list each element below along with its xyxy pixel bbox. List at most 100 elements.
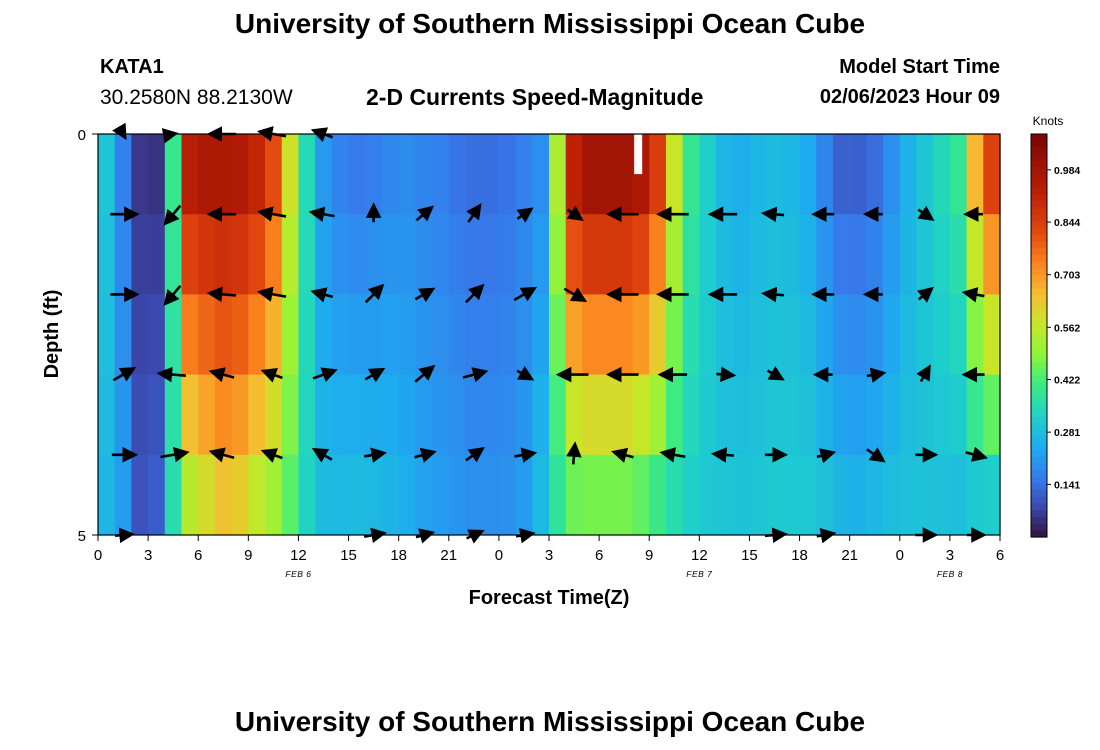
colorbar-tick-label: 0.703 — [1054, 270, 1080, 282]
current-vector-arrow — [515, 527, 536, 544]
heatmap-cell — [465, 374, 483, 456]
heatmap-cell — [749, 294, 767, 375]
heatmap-cell — [248, 294, 266, 375]
heatmap-cell — [348, 294, 366, 375]
heatmap-cell — [649, 374, 667, 456]
heatmap-cell — [432, 454, 450, 536]
current-vector-arrow — [965, 446, 988, 462]
heatmap-cell — [482, 294, 500, 375]
colorbar-segment — [1031, 503, 1047, 511]
heatmap-cell — [832, 454, 851, 536]
colorbar-segment — [1031, 167, 1047, 175]
main-title: University of Southern Mississippi Ocean… — [234, 8, 866, 39]
heatmap-cell — [114, 214, 133, 295]
heatmap-cell — [565, 374, 584, 456]
heatmap-cell — [582, 134, 600, 215]
y-axis-label: Depth (ft) — [41, 290, 63, 379]
heatmap-cell — [949, 134, 968, 215]
heatmap-cell — [849, 214, 867, 295]
heatmap-cell — [933, 454, 951, 536]
heatmap-cell — [331, 214, 350, 295]
heatmap-cell — [415, 214, 433, 295]
heatmap-cell — [432, 294, 450, 375]
current-vector-arrow — [563, 287, 588, 302]
current-vector-arrow — [816, 527, 837, 544]
heatmap-cell — [549, 294, 567, 375]
heatmap-cell — [398, 214, 416, 295]
heatmap-cell — [482, 454, 500, 536]
heatmap-cell — [665, 374, 684, 456]
heatmap-cell — [749, 214, 767, 295]
current-vector-arrow — [766, 365, 785, 381]
colorbar-segment — [1031, 181, 1047, 189]
heatmap-cell — [198, 454, 216, 536]
heatmap-cell — [448, 294, 467, 375]
heatmap-cell — [766, 454, 784, 536]
heatmap-cell — [832, 374, 851, 456]
heatmap-cell — [782, 454, 801, 536]
colorbar-segment — [1031, 510, 1047, 518]
heatmap-cell — [532, 374, 550, 456]
heatmap-cell — [749, 374, 767, 456]
heatmap-cell — [916, 294, 934, 375]
heatmap-cell — [281, 454, 300, 536]
colorbar-segment — [1031, 207, 1047, 216]
heatmap-cell — [265, 214, 283, 295]
current-vector-arrow — [516, 365, 535, 381]
heatmap-cell — [164, 294, 183, 375]
heatmap-cell — [816, 294, 834, 375]
heatmap-cell — [782, 214, 801, 295]
colorbar-segment — [1031, 315, 1047, 323]
y-tick-label: 0 — [78, 127, 86, 144]
heatmap-cell — [933, 214, 951, 295]
colorbar-unit-label: Knots — [1033, 114, 1064, 128]
current-vector-arrow — [566, 441, 582, 465]
current-vector-arrow — [364, 283, 385, 304]
heatmap-cell — [164, 454, 183, 536]
heatmap-cell — [331, 294, 350, 375]
colorbar-segment — [1031, 261, 1047, 269]
heatmap-cell — [465, 294, 483, 375]
heatmap-cell — [265, 134, 283, 215]
heatmap-cell — [916, 454, 934, 536]
heatmap-cell — [148, 454, 166, 536]
colorbar-segment — [1031, 449, 1047, 457]
current-vector-arrow — [112, 122, 127, 141]
heatmap-cell — [849, 294, 867, 375]
heatmap-cell — [515, 134, 533, 215]
heatmap-cell — [582, 214, 600, 295]
current-vector-arrow — [961, 287, 985, 303]
heatmap-cell — [248, 134, 266, 215]
heatmap-cell — [415, 134, 433, 215]
heatmap-cell — [248, 454, 266, 536]
heatmap-cell — [365, 134, 383, 215]
heatmap-cell — [315, 374, 333, 456]
heatmap-cell — [315, 294, 333, 375]
colorbar-segment — [1031, 221, 1047, 229]
heatmap-cell — [365, 374, 383, 456]
heatmap-cell — [866, 294, 884, 375]
heatmap-cell — [632, 374, 650, 456]
colorbar-segment — [1031, 147, 1047, 155]
heatmap-cell — [365, 454, 383, 536]
heatmap-cell — [281, 214, 300, 295]
colorbar-frame — [1030, 133, 1048, 538]
heatmap-cell — [599, 214, 617, 295]
colorbar-segment — [1031, 174, 1047, 182]
heatmap-cell — [983, 454, 1001, 536]
current-vector-arrow — [866, 447, 886, 463]
heatmap-cell — [682, 374, 700, 456]
current-vector-arrow — [363, 447, 387, 463]
colorbar-segment — [1031, 429, 1047, 437]
heatmap-cell — [114, 454, 133, 536]
heatmap-cell — [214, 454, 233, 536]
heatmap-cell — [432, 374, 450, 456]
colorbar-segment — [1031, 288, 1047, 296]
heatmap-cell — [498, 374, 517, 456]
heatmap-cell — [114, 134, 133, 215]
current-vector-arrow — [206, 286, 237, 303]
data-gap — [634, 134, 643, 175]
heatmap-cell — [348, 374, 366, 456]
heatmap-cell — [632, 214, 650, 295]
x-tick-label: 6 — [996, 547, 1004, 564]
